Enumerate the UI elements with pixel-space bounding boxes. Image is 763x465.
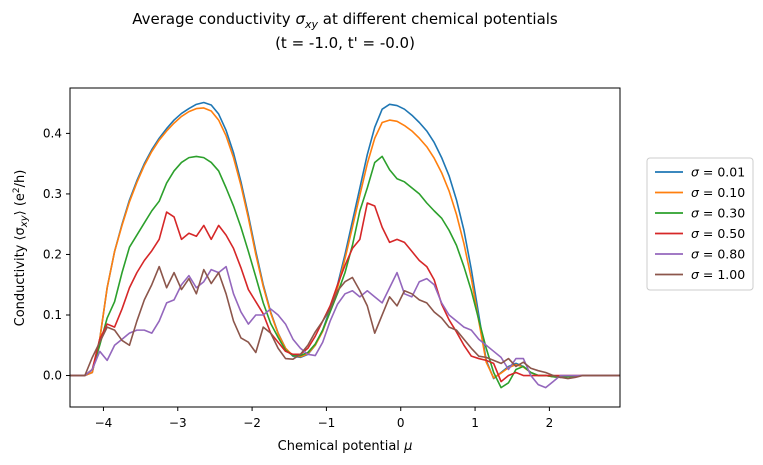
series-line-5: [70, 265, 620, 380]
y-tick-label: 0.3: [43, 187, 62, 201]
chart-subtitle: (t = -1.0, t' = -0.0): [275, 34, 415, 52]
chart-title: Average conductivity σxy at different ch…: [132, 10, 558, 31]
series-layer: [70, 101, 620, 389]
legend-label-1: σ = 0.10: [691, 185, 745, 200]
y-axis-label: Conductivity ⟨σxy⟩ (e2/h): [12, 170, 30, 327]
plot-frame: [69, 87, 621, 408]
x-tick-label: 2: [546, 416, 554, 430]
legend-label-3: σ = 0.50: [691, 226, 745, 241]
series-line-4: [70, 265, 620, 389]
x-tick-label: −4: [95, 416, 113, 430]
y-tick-label: 0.2: [43, 247, 62, 261]
x-axis-label: Chemical potential μ: [278, 439, 413, 454]
legend-label-2: σ = 0.30: [691, 206, 745, 221]
legend-label-5: σ = 1.00: [691, 267, 745, 282]
x-tick-label: −1: [318, 416, 336, 430]
y-tick-label: 0.0: [43, 369, 62, 383]
legend-box: [646, 157, 754, 291]
y-tick-label: 0.1: [43, 308, 62, 322]
y-tick-label: 0.4: [43, 126, 62, 140]
x-tick-label: 0: [397, 416, 405, 430]
x-tick-label: −3: [169, 416, 187, 430]
x-tick-label: 1: [471, 416, 479, 430]
legend: σ = 0.01 σ = 0.10 σ = 0.30 σ = 0.50 σ = 0.80…: [646, 157, 754, 291]
axes-layer: −4 −3 −2 −1 0 1 2 0.0 0.1 0.2 0.3 0.4: [43, 87, 621, 430]
series-line-3: [70, 202, 620, 383]
legend-label-4: σ = 0.80: [691, 247, 745, 262]
plot-area: [70, 88, 620, 407]
x-tick-label: −2: [243, 416, 261, 430]
legend-label-0: σ = 0.01: [691, 165, 745, 180]
plot-background: [70, 88, 620, 407]
